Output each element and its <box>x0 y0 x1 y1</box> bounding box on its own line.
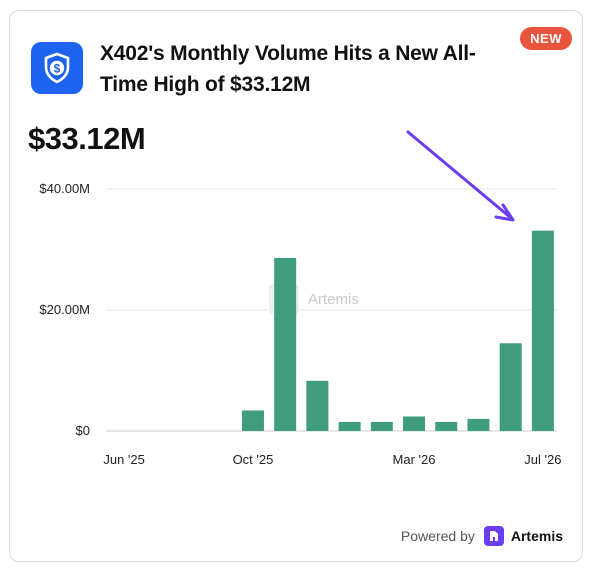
bar-oct-25[interactable] <box>241 410 264 431</box>
brand-label: Artemis <box>510 528 563 544</box>
shield-dollar-icon: $ <box>31 42 83 94</box>
bar-dec-25[interactable] <box>306 380 329 431</box>
x-tick-label: Mar '26 <box>393 452 436 467</box>
headline-value: $33.12M <box>28 121 146 156</box>
svg-text:$: $ <box>54 62 61 76</box>
new-badge: NEW <box>520 27 572 50</box>
x-tick-label: Jun '25 <box>103 452 145 467</box>
bar-mar-26[interactable] <box>403 416 426 431</box>
bar-may-26[interactable] <box>467 418 490 431</box>
watermark-label: Artemis <box>308 291 359 308</box>
artemis-logo-icon <box>483 526 504 546</box>
x-tick-label: Oct '25 <box>233 452 274 467</box>
bar-nov-25[interactable] <box>274 257 297 431</box>
bar-jul-26[interactable] <box>531 230 554 431</box>
bar-apr-26[interactable] <box>435 421 458 431</box>
highlight-arrow <box>406 130 515 222</box>
bar-jun-26[interactable] <box>499 343 522 431</box>
bar-jan-26[interactable] <box>338 421 361 431</box>
y-tick-label: $0 <box>76 423 90 438</box>
powered-by-label: Powered by <box>400 528 475 544</box>
x-tick-label: Jul '26 <box>524 452 561 467</box>
volume-card: $ X402's Monthly Volume Hits a New All-T… <box>9 10 583 562</box>
powered-by-footer[interactable]: Powered by Artemis <box>401 526 563 546</box>
card-title: X402's Monthly Volume Hits a New All-Tim… <box>100 42 476 96</box>
y-tick-label: $20.00M <box>39 302 90 317</box>
bar-feb-26[interactable] <box>370 421 393 431</box>
y-tick-label: $40.00M <box>39 181 90 196</box>
